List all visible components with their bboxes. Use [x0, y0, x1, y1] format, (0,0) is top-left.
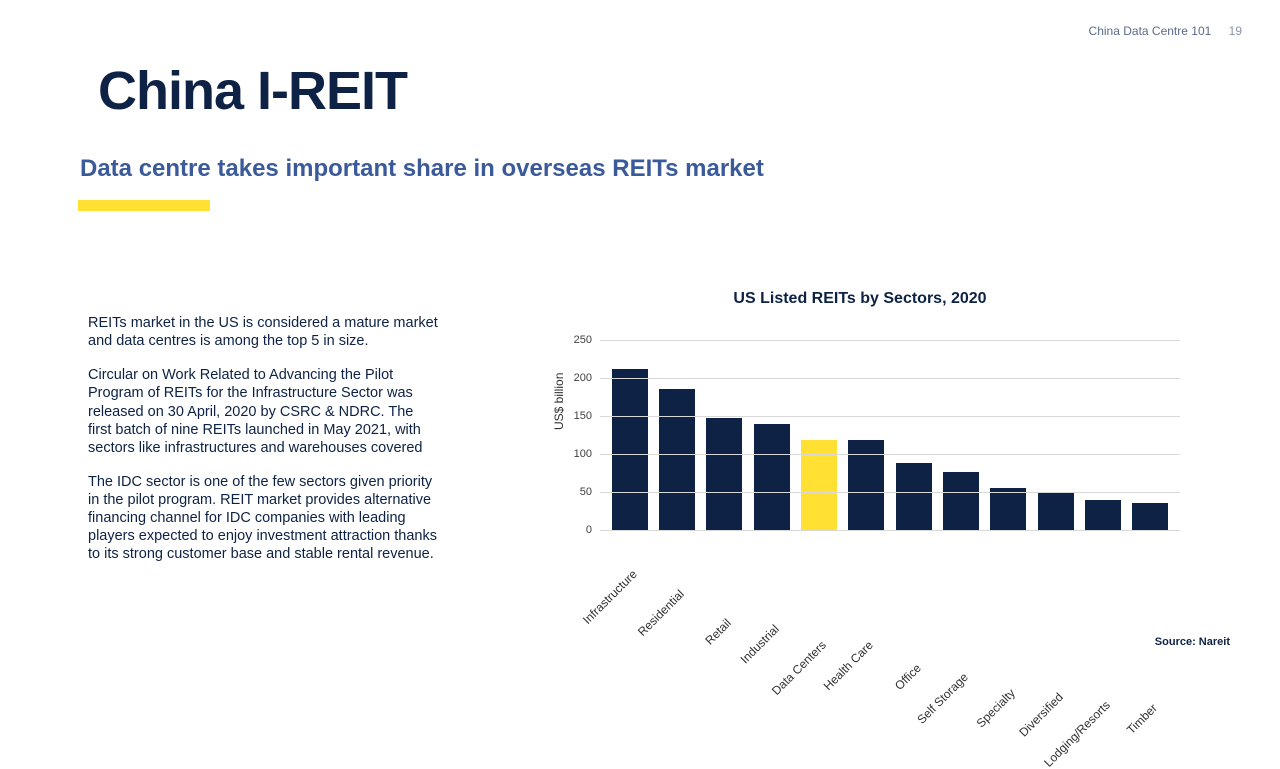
x-axis-label: Specialty: [974, 686, 1018, 730]
grid-line: [600, 340, 1180, 341]
header-right: China Data Centre 101 19: [1089, 24, 1242, 38]
y-tick-label: 100: [574, 448, 592, 460]
x-axis-label: Residential: [635, 587, 687, 639]
chart-title: US Listed REITs by Sectors, 2020: [520, 290, 1200, 308]
paragraph: The IDC sector is one of the few sectors…: [88, 473, 440, 564]
x-axis-label: Industrial: [737, 622, 781, 666]
x-axis-label: Self Storage: [914, 670, 971, 727]
y-axis-label: US$ billion: [552, 373, 566, 430]
x-axis-label: Office: [892, 661, 924, 693]
bar-slot: Specialty: [985, 488, 1032, 530]
x-axis-label: Retail: [703, 616, 735, 648]
bar: [943, 472, 979, 530]
bar-slot: Self Storage: [937, 472, 984, 530]
x-axis-label: Health Care: [821, 638, 876, 693]
y-tick-label: 200: [574, 372, 592, 384]
page-number: 19: [1229, 24, 1242, 38]
x-axis-label: Timber: [1124, 701, 1160, 737]
chart-plot: InfrastructureResidentialRetailIndustria…: [600, 340, 1180, 530]
doc-label: China Data Centre 101: [1089, 24, 1212, 38]
paragraph: Circular on Work Related to Advancing th…: [88, 366, 440, 457]
bar: [896, 463, 932, 530]
y-tick-label: 50: [580, 486, 592, 498]
bar: [754, 424, 790, 530]
bar-slot: Infrastructure: [606, 369, 653, 530]
bar: [706, 418, 742, 530]
body-text: REITs market in the US is considered a m…: [88, 314, 440, 580]
grid-line: [600, 530, 1180, 531]
grid-line: [600, 378, 1180, 379]
accent-bar: [78, 200, 210, 211]
chart-source: Source: Nareit: [1155, 636, 1230, 648]
bar-slot: Retail: [701, 418, 748, 530]
bar-slot: Timber: [1127, 503, 1174, 530]
bar-slot: Residential: [653, 389, 700, 530]
y-tick-label: 0: [586, 524, 592, 536]
bar: [990, 488, 1026, 530]
bar: [1085, 500, 1121, 530]
x-axis-label: Infrastructure: [580, 567, 640, 627]
bar: [1132, 503, 1168, 530]
grid-line: [600, 492, 1180, 493]
bar: [1038, 492, 1074, 530]
page-subtitle: Data centre takes important share in ove…: [80, 155, 764, 183]
bar-slot: Diversified: [1032, 492, 1079, 530]
page-title: China I-REIT: [98, 60, 407, 122]
grid-line: [600, 454, 1180, 455]
chart-area: US Listed REITs by Sectors, 2020 US$ bil…: [520, 290, 1200, 660]
bar: [659, 389, 695, 530]
chart-bars: InfrastructureResidentialRetailIndustria…: [600, 340, 1180, 530]
grid-line: [600, 416, 1180, 417]
x-axis-label: Diversified: [1016, 690, 1066, 740]
bar-slot: Industrial: [748, 424, 795, 530]
paragraph: REITs market in the US is considered a m…: [88, 314, 440, 350]
bar: [612, 369, 648, 530]
bar-slot: Lodging/Resorts: [1079, 500, 1126, 530]
bar-slot: Office: [890, 463, 937, 530]
y-tick-label: 150: [574, 410, 592, 422]
x-axis-label: Data Centers: [769, 638, 829, 698]
y-tick-label: 250: [574, 334, 592, 346]
